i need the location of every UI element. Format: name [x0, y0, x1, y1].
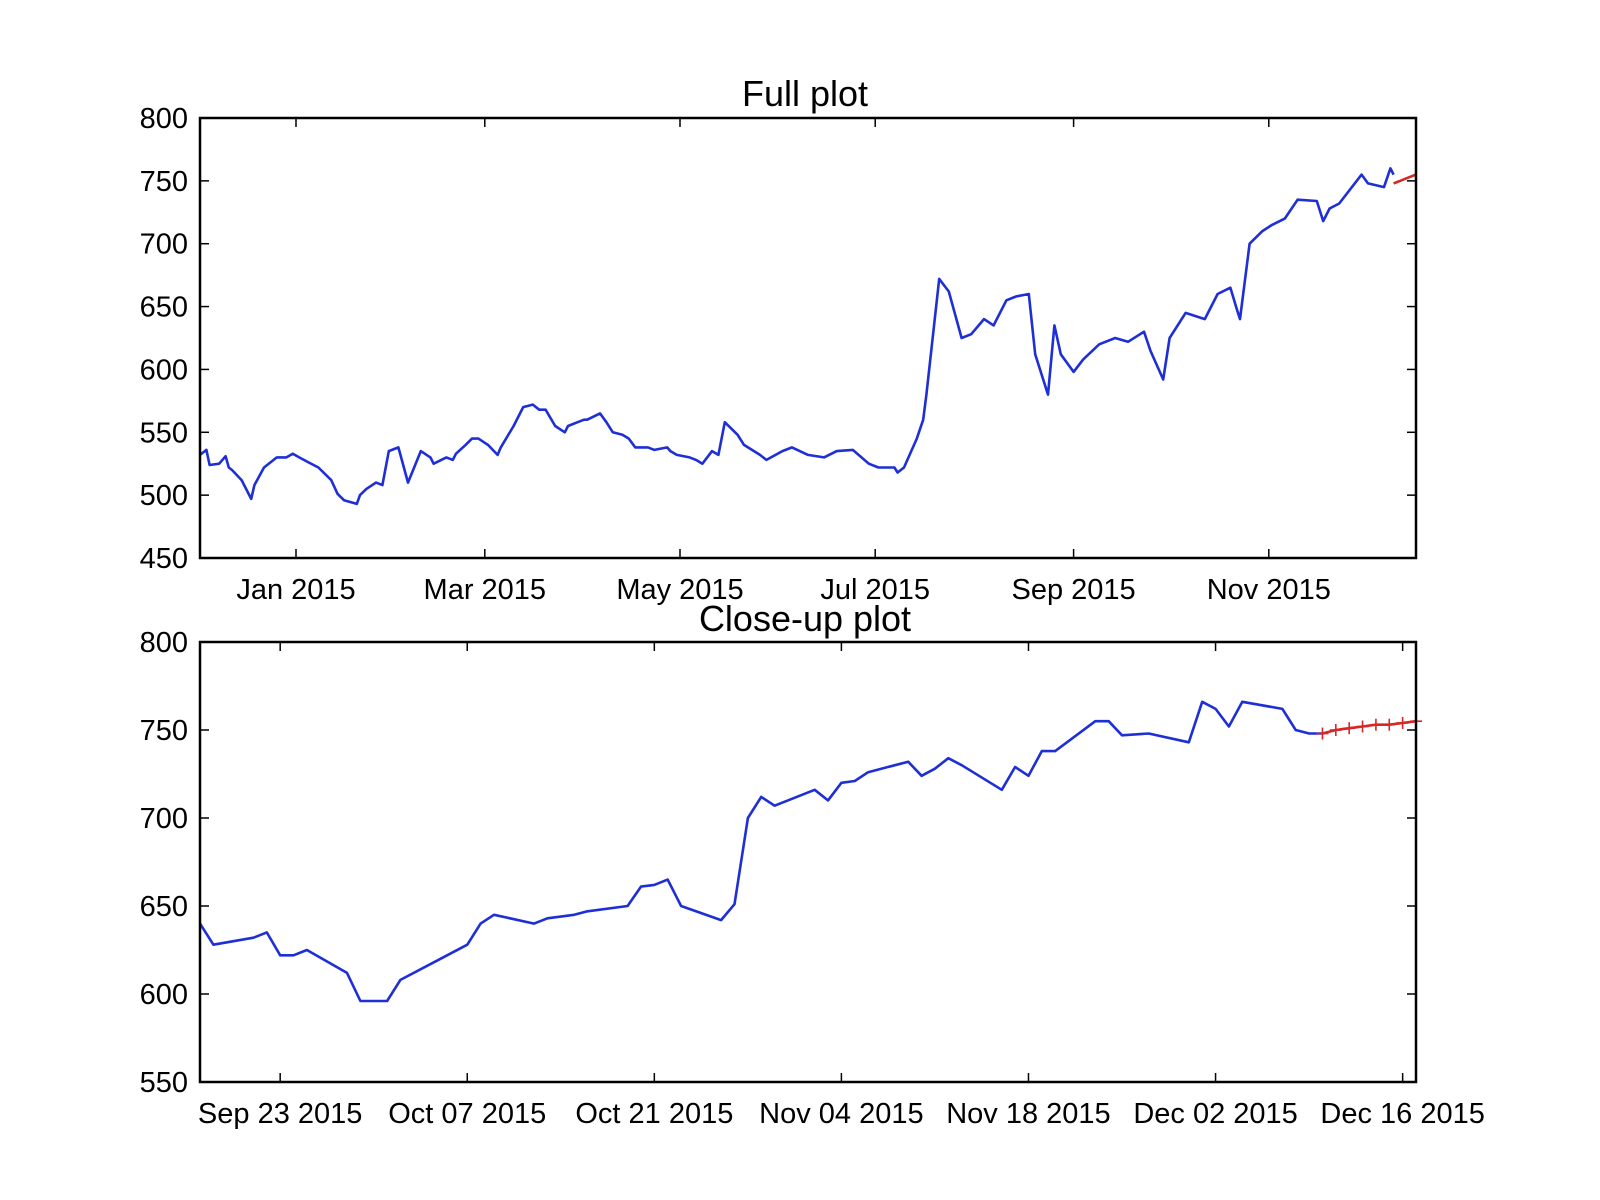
close-up-plot-forecast-marker — [1343, 722, 1356, 735]
close-up-plot-x-tick-label: Oct 07 2015 — [388, 1098, 546, 1130]
close-up-plot-forecast-marker — [1329, 724, 1342, 736]
close-up-plot-forecast-marker — [1316, 727, 1329, 740]
close-up-plot-axes: 550 600 650 700 750 800 Sep 23 2015 Oct 07 2015… — [140, 627, 1485, 1130]
full-plot-x-tick-label: Mar 2015 — [424, 574, 547, 606]
full-plot-x-tick-label: Nov 2015 — [1207, 574, 1331, 606]
full-plot-y-tick-label: 750 — [140, 166, 188, 198]
full-plot-panel: Full plot 450 500 550 600 650 700 750 800 Jan 20… — [140, 73, 1418, 606]
full-plot-y-tick-label: 800 — [140, 103, 188, 135]
full-plot-y-tick-label: 600 — [140, 354, 188, 386]
close-up-plot-y-tick-label: 600 — [140, 979, 188, 1011]
full-plot-y-tick-label: 550 — [140, 417, 188, 449]
close-up-plot-x-tick-label: Sep 23 2015 — [198, 1098, 362, 1130]
close-up-plot-x-tick-label: Oct 21 2015 — [575, 1098, 733, 1130]
close-up-plot-panel: Close-up plot 550 600 650 700 750 800 Sep 23 2… — [140, 598, 1485, 1130]
close-up-plot-y-tick-label: 750 — [140, 715, 188, 747]
close-up-plot-y-tick-label: 650 — [140, 891, 188, 923]
close-up-plot-forecast-marker — [1396, 716, 1409, 729]
close-up-plot-y-tick-label: 550 — [140, 1067, 188, 1099]
full-plot-x-tick-label: Sep 2015 — [1012, 574, 1136, 606]
full-plot-y-tick-label: 500 — [140, 480, 188, 512]
close-up-plot-forecast-marker — [1383, 718, 1396, 731]
close-up-plot-forecast-marker — [1369, 718, 1382, 731]
close-up-plot-forecast-marker — [1356, 720, 1369, 733]
close-up-plot-x-tick-label: Dec 02 2015 — [1133, 1098, 1297, 1130]
close-up-plot-title: Close-up plot — [699, 598, 911, 639]
full-plot-y-tick-label: 450 — [140, 543, 188, 575]
close-up-plot-y-tick-label: 700 — [140, 803, 188, 835]
full-plot-actual-line — [199, 167, 1395, 506]
close-up-plot-y-tick-label: 800 — [140, 627, 188, 659]
close-up-plot-x-tick-label: Dec 16 2015 — [1320, 1098, 1484, 1130]
full-plot-frame — [198, 116, 1418, 560]
full-plot-title: Full plot — [742, 73, 868, 114]
full-plot-y-tick-label: 650 — [140, 292, 188, 324]
full-plot-y-tick-label: 700 — [140, 229, 188, 261]
full-plot-series — [199, 167, 1417, 506]
close-up-plot-series — [198, 700, 1422, 1003]
close-up-plot-actual-line — [198, 700, 1323, 1003]
full-plot-x-tick-label: Jul 2015 — [820, 574, 930, 606]
full-plot-x-tick-label: Jan 2015 — [236, 574, 355, 606]
close-up-plot-x-tick-label: Nov 18 2015 — [946, 1098, 1110, 1130]
full-plot-axes: 450 500 550 600 650 700 750 800 Jan 2015 Mar 2015… — [140, 103, 1416, 606]
full-plot-x-tick-label: May 2015 — [616, 574, 743, 606]
full-plot-forecast-line — [1393, 173, 1417, 185]
close-up-plot-x-tick-label: Nov 04 2015 — [759, 1098, 923, 1130]
close-up-plot-frame — [198, 640, 1418, 1084]
